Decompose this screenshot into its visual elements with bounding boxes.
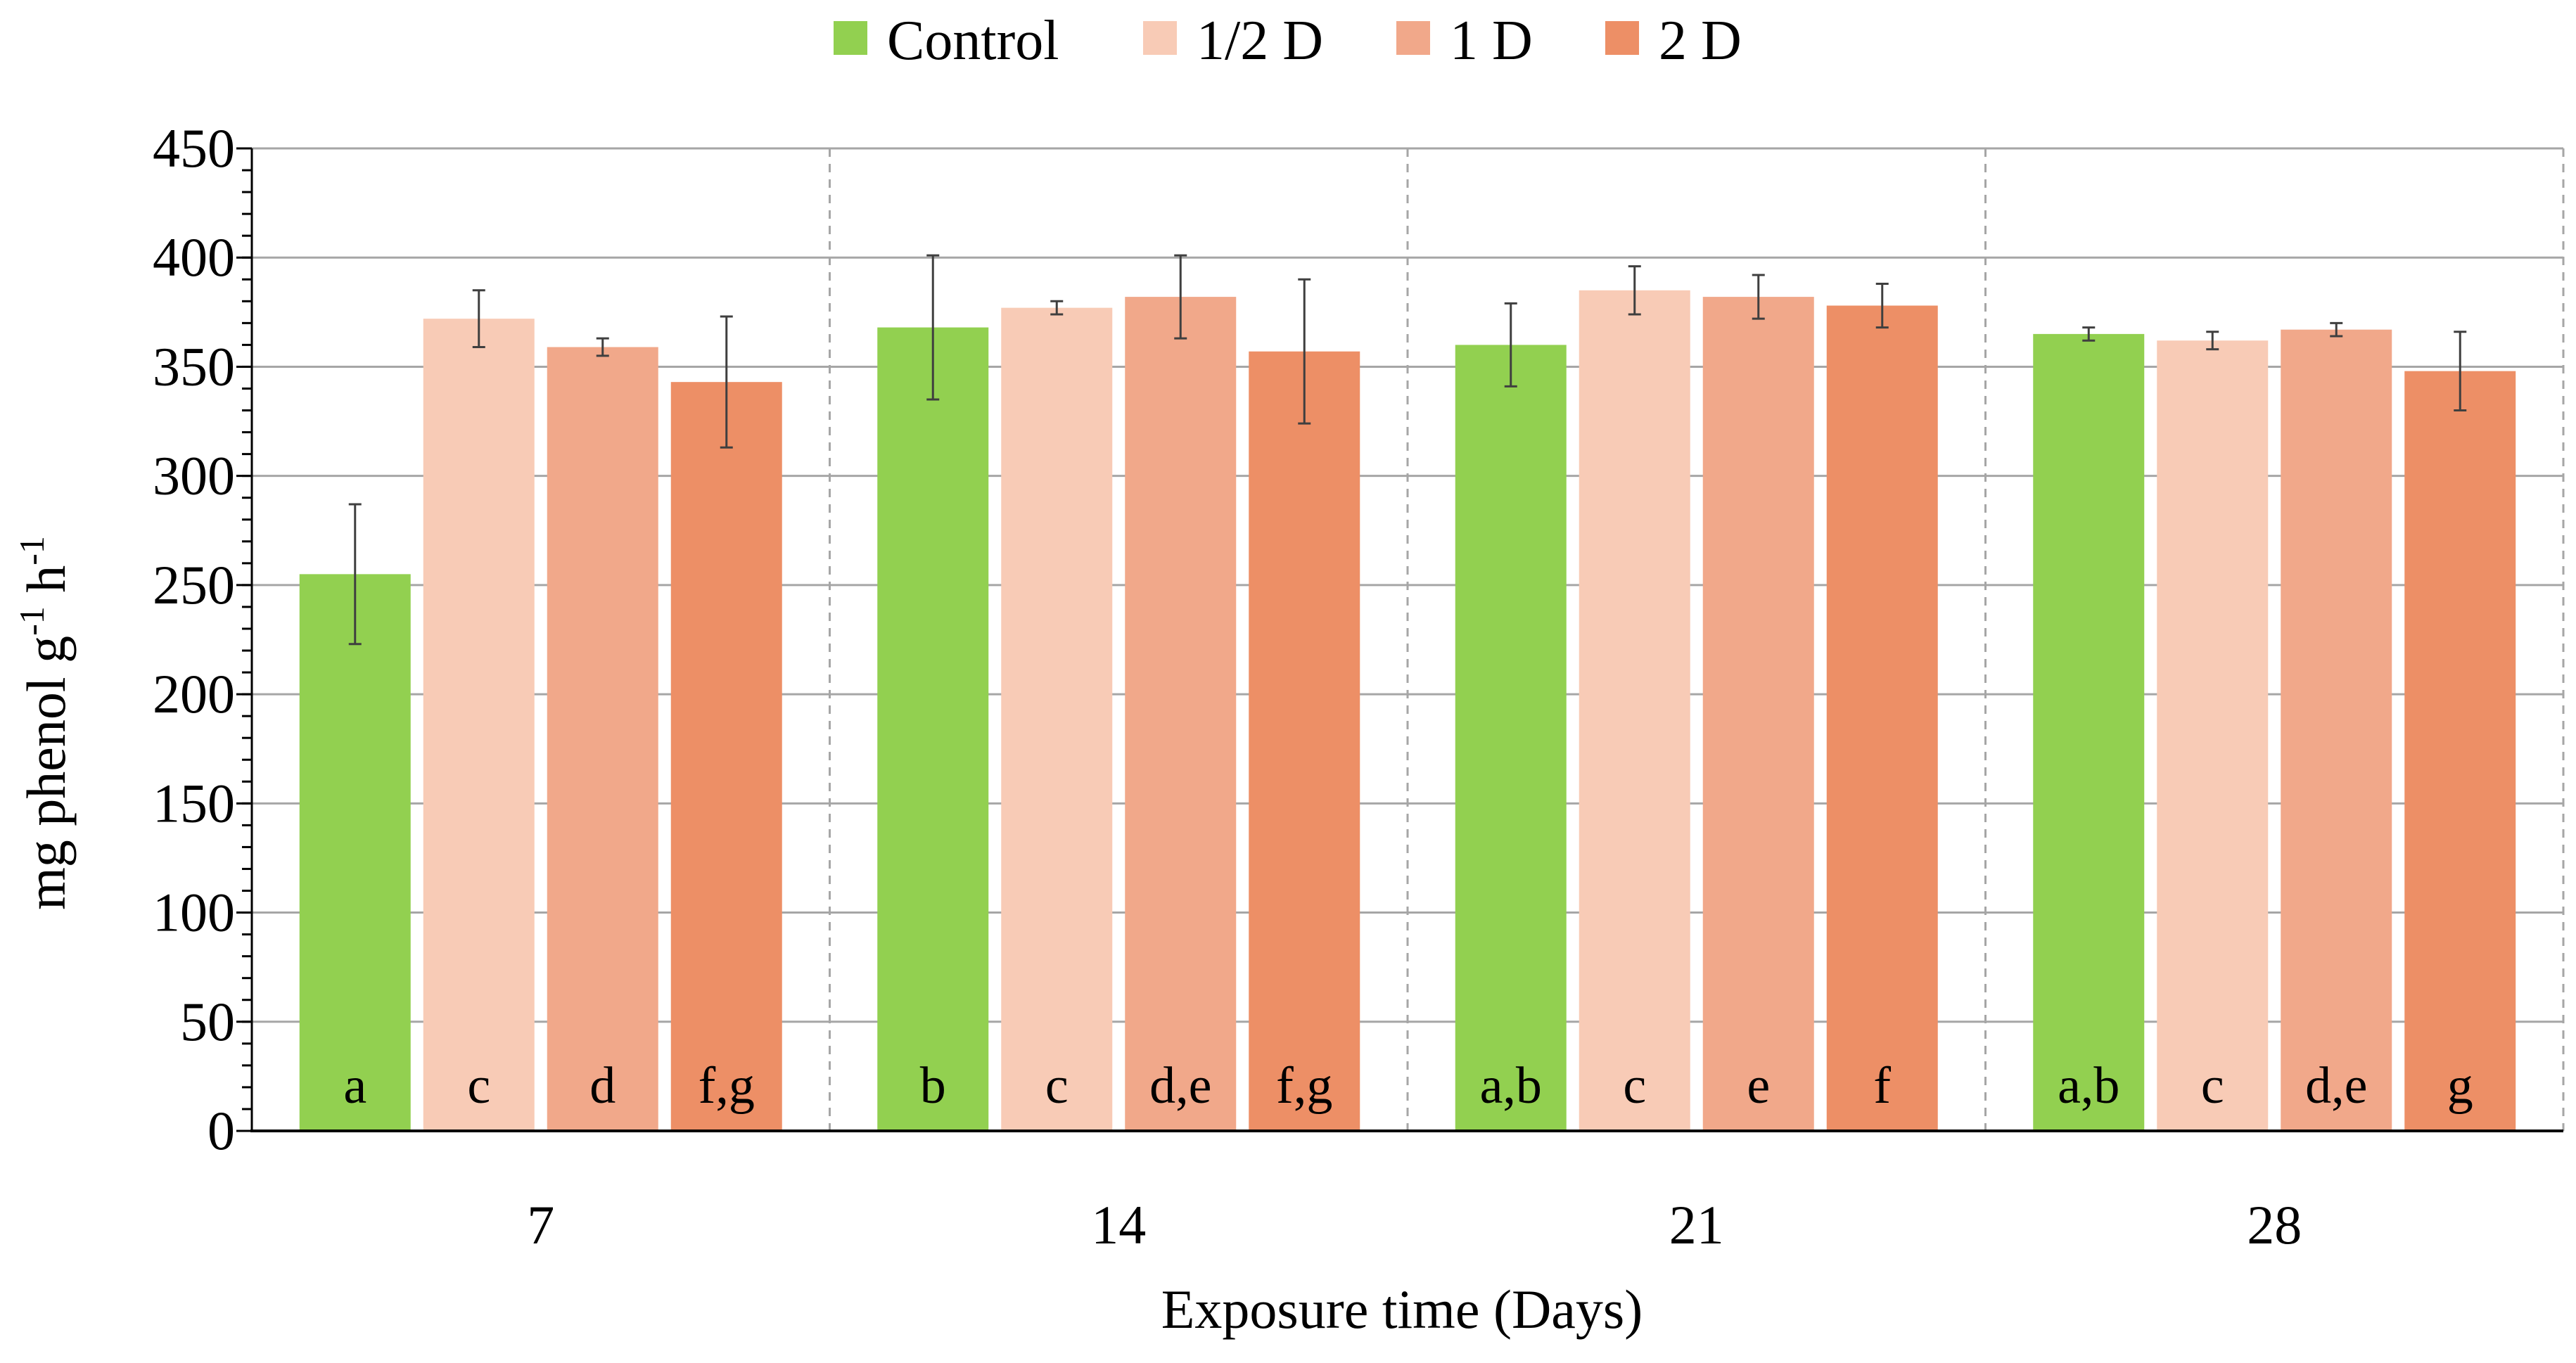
- letter-28-2: d,e: [2305, 1057, 2367, 1115]
- errorbar-28-2: [2330, 321, 2343, 338]
- legend-swatch: [1396, 21, 1430, 55]
- bar-21-2: [1702, 297, 1814, 1131]
- letter-7-0: a: [343, 1057, 366, 1115]
- legend-item-3: 2 D: [1605, 10, 1742, 72]
- y-tick-label-50: 50: [180, 991, 235, 1052]
- bar-21-3: [1826, 305, 1938, 1131]
- x-axis-label: Exposure time (Days): [1161, 1279, 1643, 1340]
- y-tick-label-450: 450: [153, 117, 235, 179]
- y-tick-label-400: 400: [153, 226, 235, 288]
- letter-28-3: g: [2447, 1057, 2473, 1115]
- y-tick-labels: 0 50 100 150 200 250 300 350 400 450: [153, 117, 235, 1161]
- bar-28-3: [2404, 371, 2516, 1131]
- letter-21-3: f: [1873, 1057, 1891, 1115]
- bar-7-2: [547, 347, 658, 1132]
- legend-swatch: [834, 21, 867, 55]
- errorbar-7-0: [348, 503, 362, 646]
- errorbar-7-2: [596, 337, 609, 357]
- letter-14-1: c: [1045, 1057, 1069, 1115]
- letter-28-1: c: [2201, 1057, 2224, 1115]
- y-tick-label-350: 350: [153, 335, 235, 397]
- bar-7-0: [299, 574, 411, 1131]
- legend-swatch: [1605, 21, 1639, 55]
- letter-28-0: a,b: [2058, 1057, 2119, 1115]
- errorbar-28-0: [2082, 326, 2096, 342]
- y-axis-label: mg phenol g-1 h-1: [12, 536, 77, 910]
- y-axis-label-mid: h: [15, 565, 77, 607]
- significance-letters: a c d f,g b c d,e f,g a,b c e f a,b c d,e g: [343, 1057, 2473, 1115]
- errorbar-21-0: [1504, 302, 1517, 388]
- letter-14-3: f,g: [1276, 1057, 1332, 1115]
- errorbar-28-3: [2454, 331, 2467, 412]
- legend: Control 1/2 D 1 D 2 D: [834, 10, 1742, 72]
- bar-14-3: [1249, 351, 1360, 1131]
- y-axis-label-sup2: -1: [12, 536, 51, 565]
- errorbar-14-2: [1174, 254, 1187, 340]
- bar-14-1: [1001, 307, 1113, 1131]
- legend-item-2: 1 D: [1396, 10, 1533, 72]
- bar-21-1: [1579, 290, 1690, 1132]
- legend-item-0: Control: [834, 10, 1059, 72]
- errorbar-21-2: [1752, 274, 1765, 320]
- bar-21-0: [1455, 345, 1567, 1131]
- y-tick-label-100: 100: [153, 882, 235, 943]
- bar-7-3: [670, 382, 782, 1131]
- x-tick-label-7: 7: [527, 1194, 554, 1255]
- x-tick-label-14: 14: [1091, 1194, 1146, 1255]
- bar-14-2: [1125, 297, 1237, 1131]
- letter-21-0: a,b: [1480, 1057, 1542, 1115]
- errorbar-7-1: [472, 289, 485, 349]
- y-axis-label-sup1: -1: [12, 606, 51, 636]
- bar-28-1: [2157, 340, 2269, 1131]
- error-bars: [348, 254, 2467, 646]
- x-tick-labels: 7 14 21 28: [527, 1194, 2302, 1255]
- y-tick-label-150: 150: [153, 772, 235, 833]
- x-tick-label-28: 28: [2247, 1194, 2302, 1255]
- bar-28-2: [2281, 329, 2392, 1131]
- legend-label: 2 D: [1659, 10, 1742, 72]
- y-tick-label-200: 200: [153, 663, 235, 724]
- y-tick-label-0: 0: [208, 1100, 235, 1161]
- errorbar-7-3: [720, 315, 733, 449]
- x-tick-label-21: 21: [1669, 1194, 1724, 1255]
- letter-21-2: e: [1747, 1057, 1770, 1115]
- errorbar-14-1: [1050, 300, 1064, 316]
- errorbar-21-1: [1628, 265, 1641, 316]
- letter-14-0: b: [920, 1057, 946, 1115]
- bar-14-0: [877, 327, 989, 1131]
- legend-swatch: [1143, 21, 1177, 55]
- bars: [299, 290, 2516, 1132]
- letter-7-3: f,g: [699, 1057, 755, 1115]
- letter-21-1: c: [1623, 1057, 1646, 1115]
- errorbar-21-3: [1875, 282, 1889, 329]
- y-tick-label-250: 250: [153, 554, 235, 615]
- axes: [236, 147, 2563, 1132]
- bar-7-1: [423, 319, 535, 1131]
- bar-28-0: [2033, 333, 2145, 1131]
- y-axis-label-main: mg phenol g: [15, 636, 77, 910]
- errorbar-14-0: [926, 254, 940, 401]
- errorbar-28-1: [2206, 331, 2219, 351]
- legend-label: 1/2 D: [1197, 10, 1323, 72]
- letter-14-2: d,e: [1149, 1057, 1211, 1115]
- y-tick-label-300: 300: [153, 445, 235, 506]
- legend-item-1: 1/2 D: [1143, 10, 1323, 72]
- legend-label: Control: [887, 10, 1059, 72]
- legend-label: 1 D: [1450, 10, 1533, 72]
- letter-7-2: d: [589, 1057, 616, 1115]
- letter-7-1: c: [467, 1057, 490, 1115]
- errorbar-14-3: [1298, 278, 1311, 425]
